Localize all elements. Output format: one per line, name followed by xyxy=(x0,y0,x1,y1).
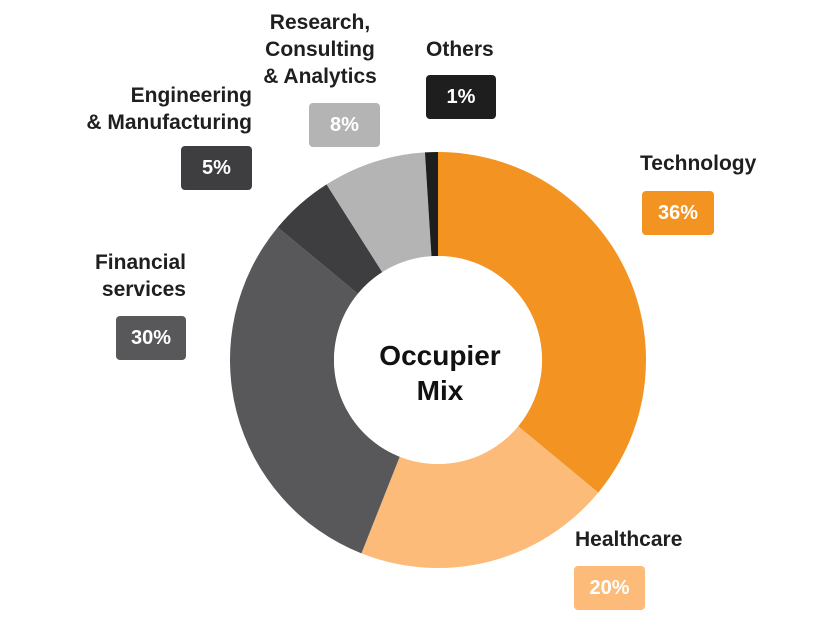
donut-hole xyxy=(334,256,542,464)
legend-label-financial-services: Financial services xyxy=(60,249,186,303)
legend-label-research: Research, Consulting & Analytics xyxy=(240,9,400,90)
value-badge-technology: 36% xyxy=(642,191,714,235)
value-badge-financial-services: 30% xyxy=(116,316,186,360)
legend-label-others-line: Others xyxy=(426,38,494,61)
donut-slice-financial-services xyxy=(230,227,400,554)
value-badge-engineering: 5% xyxy=(181,146,252,190)
value-badge-others: 1% xyxy=(426,75,496,119)
value-badge-research: 8% xyxy=(309,103,380,147)
chart-title-line-2: Mix xyxy=(416,375,464,406)
legend-label-technology: Technology xyxy=(640,150,756,177)
legend-label-financial-line-1: Financial xyxy=(94,251,186,274)
chart-title: Occupier Mix xyxy=(350,338,530,408)
legend-label-research-line-1: Research, xyxy=(269,11,371,34)
legend-label-others: Others xyxy=(426,36,494,63)
donut-slices xyxy=(230,152,646,568)
legend-label-financial-line-2: services xyxy=(101,278,186,301)
donut-slice-healthcare xyxy=(361,426,599,568)
legend-label-engineering-line-1: Engineering xyxy=(130,84,252,107)
legend-label-healthcare: Healthcare xyxy=(575,526,682,553)
donut-slice-engineering-manufacturing xyxy=(277,184,383,294)
legend-label-engineering: Engineering & Manufacturing xyxy=(40,82,252,136)
legend-label-research-line-3: & Analytics xyxy=(263,65,377,88)
donut-slice-research-consulting-analytics xyxy=(326,152,432,273)
legend-label-engineering-line-2: & Manufacturing xyxy=(86,111,252,134)
legend-label-research-line-2: Consulting xyxy=(265,38,375,61)
legend-label-healthcare-line: Healthcare xyxy=(575,528,683,551)
donut-slice-technology xyxy=(438,152,646,493)
legend-label-technology-line: Technology xyxy=(640,152,757,175)
chart-title-line-1: Occupier xyxy=(379,340,501,371)
donut-slice-others xyxy=(424,152,438,257)
value-badge-healthcare: 20% xyxy=(574,566,645,610)
